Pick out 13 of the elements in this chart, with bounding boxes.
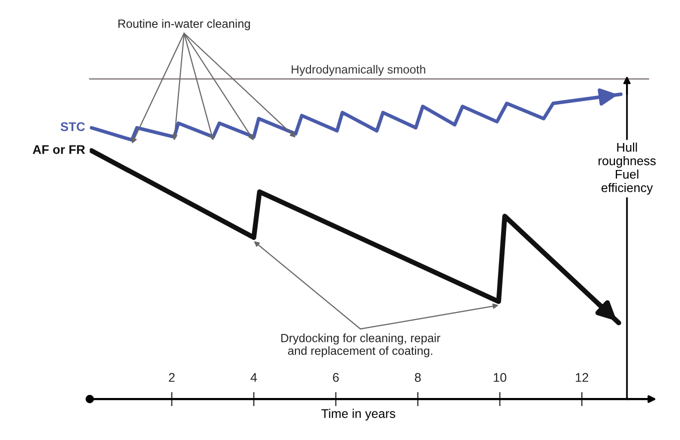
x-tick-label: 6 [332,373,339,382]
series-label: STC [60,122,85,132]
annotation: Drydocking for cleaning, repair and replacement of coating. [281,334,440,358]
x-tick-label: 8 [414,373,421,382]
x-tick-label: 12 [576,373,588,382]
x-tick-label: 2 [168,373,175,382]
y-axis-title: Hull roughness Fuel efficiency [598,142,656,195]
ref-line-label: Hydrodynamically smooth [292,64,426,76]
x-tick-label: 10 [494,373,506,382]
annotation: Routine in-water cleaning [118,19,250,30]
series-label: AF or FR [32,145,85,154]
x-tick-label: 4 [250,373,257,382]
x-axis-title: Time in years [321,408,396,420]
